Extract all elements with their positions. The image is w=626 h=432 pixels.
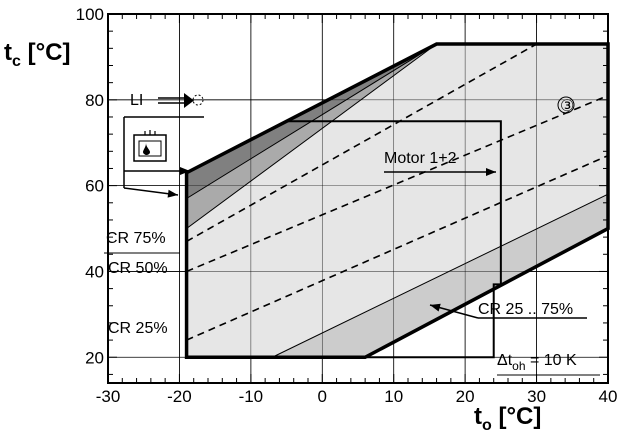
label-cr-band: CR 25 .. 75% [478, 301, 573, 318]
cr-band-arrow-head [430, 303, 441, 312]
lamp-icon [158, 93, 204, 108]
label-li: LI [130, 92, 143, 109]
x-tick-label: -20 [167, 387, 192, 406]
x-tick-label: 10 [384, 387, 403, 406]
circled-ring [557, 96, 575, 114]
x-tick-label: 30 [527, 387, 546, 406]
annotations [104, 96, 600, 376]
label-cr75: CR 75% [106, 230, 166, 247]
dashed-line-cr-75- [186, 43, 537, 243]
y-tick-label: 40 [85, 262, 104, 281]
motor-arrow-head [486, 168, 496, 176]
label-cr25: CR 25% [108, 320, 168, 337]
oil-heater-icon [133, 130, 167, 162]
label-circled: ③ [560, 98, 574, 115]
label-motor: Motor 1+2 [384, 150, 457, 167]
x-tick-label: 20 [456, 387, 475, 406]
y-tick-label: 20 [85, 348, 104, 367]
heater-arrow-head [180, 167, 190, 175]
label-cr50: CR 50% [108, 260, 168, 277]
tick-labels: -30 -20 -10 0 10 20 30 40 20 40 60 80 100 [76, 5, 618, 406]
dashed-line-cr-25- [186, 154, 609, 341]
y-tick-label: 60 [85, 177, 104, 196]
x-tick-label: -30 [96, 387, 121, 406]
x-axis-title: to [°C] [474, 403, 541, 432]
axis-ticks [107, 13, 609, 383]
y-tick-label: 100 [76, 5, 104, 24]
y-axis-title: tc [°C] [4, 39, 71, 70]
y-tick-label: 80 [85, 91, 104, 110]
label-delta-t: Δtoh = 10 K [497, 352, 577, 373]
x-tick-label: 0 [318, 387, 327, 406]
li-arrow-head [167, 189, 178, 198]
motor-envelope-outline [185, 120, 502, 359]
x-tick-label: -10 [239, 387, 264, 406]
dashed-line-cr-50- [186, 94, 609, 273]
x-tick-label: 40 [599, 387, 618, 406]
plot-frame [107, 13, 609, 384]
